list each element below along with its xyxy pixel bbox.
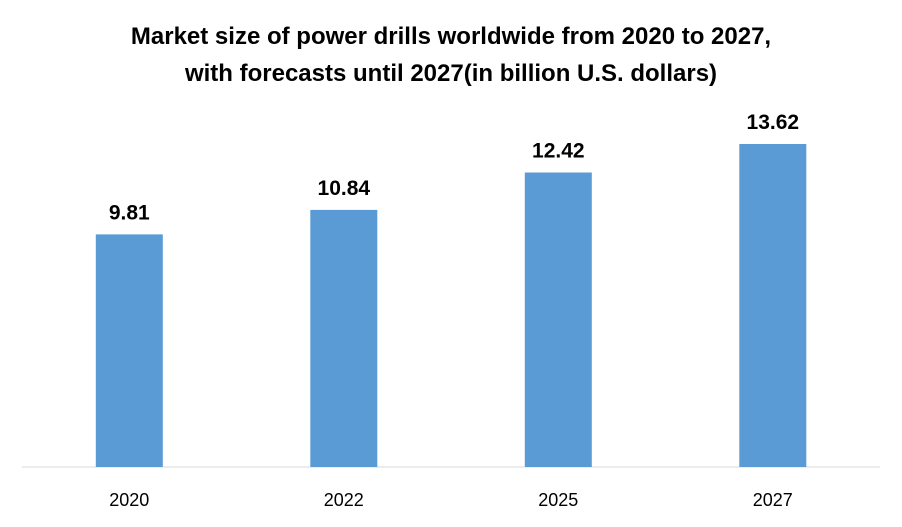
x-tick-label-2020: 2020 (109, 490, 149, 510)
chart-title-line-1: Market size of power drills worldwide fr… (130, 23, 772, 50)
value-label-2025: 12.42 (532, 140, 585, 163)
bar-2022 (310, 209, 378, 467)
bar-2027 (739, 144, 807, 467)
x-tick-labels-group: 2020 2022 2025 2027 (109, 490, 793, 510)
chart-title: Market size of power drills worldwide fr… (0, 18, 902, 92)
x-tick-label-2027: 2027 (753, 490, 793, 510)
value-label-2022: 10.84 (318, 177, 371, 200)
value-labels-group: 9.81 10.84 12.42 13.62 (109, 111, 799, 224)
value-label-2027: 13.62 (747, 111, 800, 134)
x-tick-label-2022: 2022 (324, 490, 364, 510)
bar-2025 (524, 172, 592, 467)
bar-2020 (95, 234, 163, 467)
value-label-2020: 9.81 (109, 201, 150, 224)
x-tick-label-2025: 2025 (538, 490, 578, 510)
bars-group (95, 144, 807, 467)
chart-title-line-2: with forecasts until 2027(in billion U.S… (184, 60, 718, 87)
